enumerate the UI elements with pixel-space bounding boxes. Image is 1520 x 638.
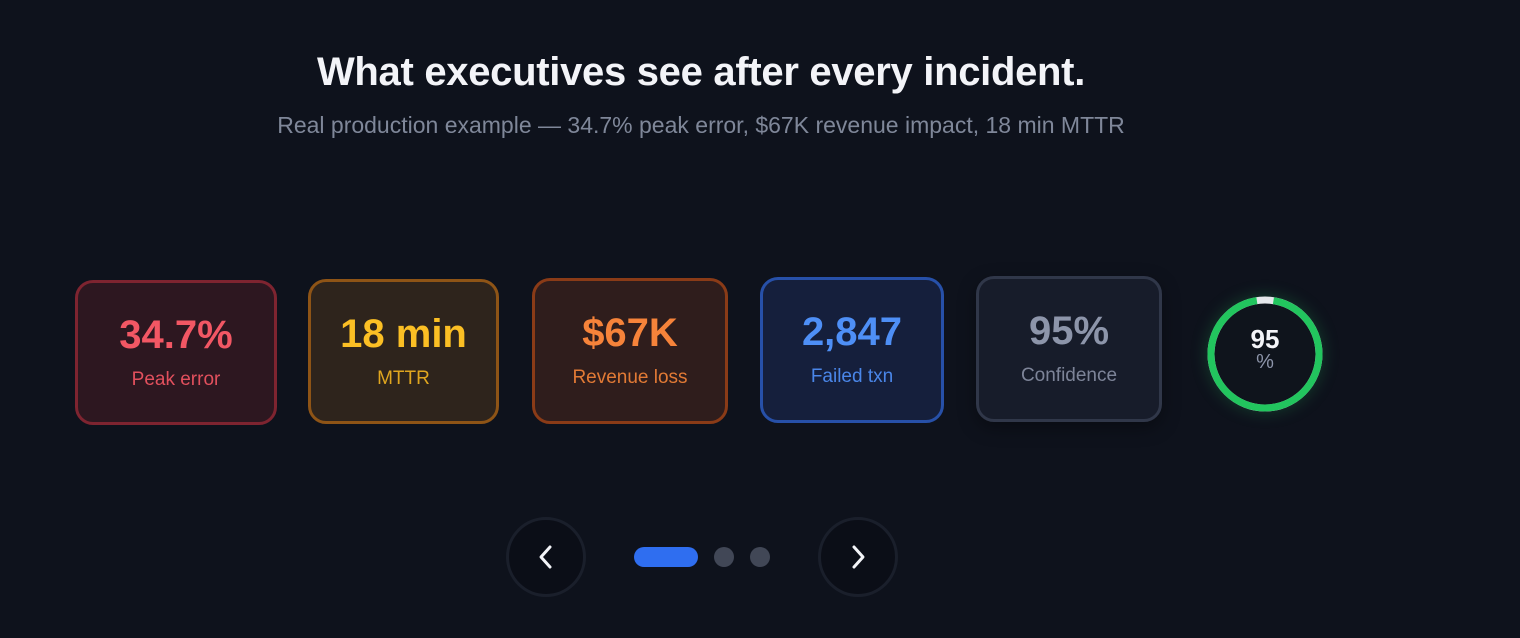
metric-label: Peak error — [131, 368, 221, 390]
page-title: What executives see after every incident… — [316, 50, 1086, 94]
metric-label: MTTR — [377, 367, 430, 389]
page-subtitle: Real production example — 34.7% peak err… — [277, 112, 1125, 138]
gauge-label: 95 % — [1205, 326, 1325, 372]
metric-label: Revenue loss — [572, 367, 688, 388]
metric-card-confidence: 95% Confidence — [976, 276, 1162, 422]
chevron-right-icon — [852, 545, 865, 569]
metric-value: 18 min — [340, 311, 467, 356]
metric-label: Confidence — [1020, 365, 1118, 386]
metric-label: Failed txn — [810, 366, 894, 387]
gauge-value: 95 — [1250, 324, 1280, 354]
confidence-gauge-ring — [1207, 296, 1323, 412]
carousel-prev-button[interactable] — [506, 517, 586, 597]
carousel-next-button[interactable] — [818, 517, 898, 597]
metric-value: 2,847 — [801, 310, 903, 354]
metric-card-peak-error: 34.7% Peak error — [75, 280, 277, 425]
carousel-dot-3[interactable] — [750, 547, 770, 567]
metric-card-failed-txn: 2,847 Failed txn — [760, 277, 944, 423]
metric-value: 95% — [1028, 309, 1110, 353]
carousel-dot-1[interactable] — [634, 547, 698, 567]
carousel-dot-2[interactable] — [714, 547, 734, 567]
metric-card-revenue-loss: $67K Revenue loss — [532, 278, 728, 424]
metric-value: $67K — [582, 311, 678, 355]
metric-card-mttr: 18 min MTTR — [308, 279, 499, 424]
metric-value: 34.7% — [119, 312, 233, 357]
chevron-left-icon — [539, 545, 552, 569]
gauge-unit: % — [1256, 351, 1274, 373]
